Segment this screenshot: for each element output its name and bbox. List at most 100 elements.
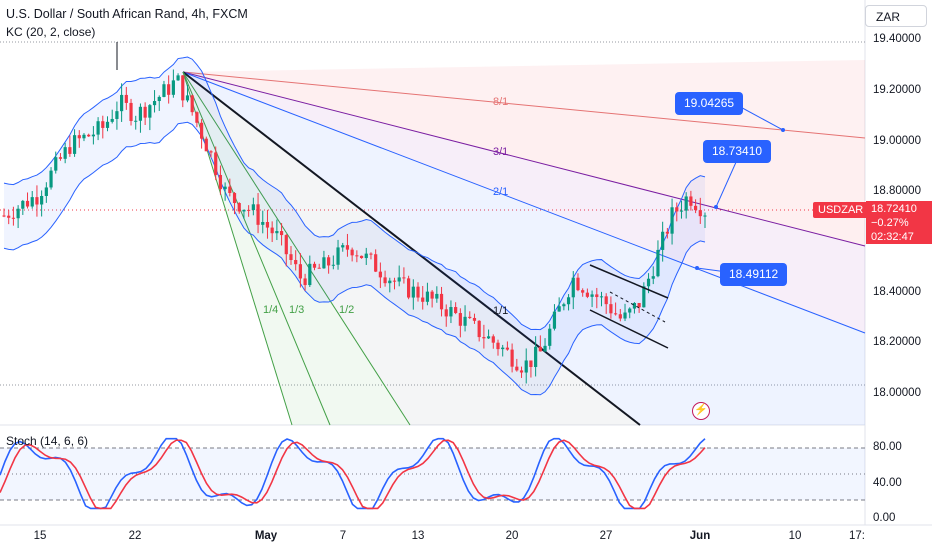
candle-body[interactable] — [308, 263, 312, 286]
candle-body[interactable] — [232, 193, 237, 204]
candle-body[interactable] — [388, 280, 392, 284]
candle-body[interactable] — [279, 231, 284, 236]
candle-body[interactable] — [693, 205, 698, 211]
candle-body[interactable] — [430, 291, 434, 299]
candle-body[interactable] — [590, 294, 594, 297]
candle-body[interactable] — [548, 328, 552, 346]
indicator-label[interactable]: KC (20, 2, close) — [6, 25, 96, 39]
candle-body[interactable] — [251, 204, 255, 211]
candle-body[interactable] — [331, 264, 335, 266]
candle-body[interactable] — [63, 147, 67, 159]
candle-body[interactable] — [595, 294, 599, 298]
candle-body[interactable] — [557, 306, 561, 312]
flag-pattern[interactable] — [589, 264, 669, 349]
candle-body[interactable] — [576, 277, 580, 291]
candle-body[interactable] — [642, 286, 646, 308]
candle-body[interactable] — [181, 75, 185, 101]
candle-body[interactable] — [637, 302, 641, 308]
candle-body[interactable] — [54, 157, 58, 171]
candle-body[interactable] — [359, 255, 364, 259]
candle-body[interactable] — [247, 209, 251, 211]
fan-line-2-1[interactable] — [182, 71, 866, 334]
candle-body[interactable] — [411, 286, 415, 298]
candle-body[interactable] — [468, 316, 472, 318]
candle-body[interactable] — [698, 210, 702, 217]
candle-body[interactable] — [345, 245, 350, 250]
candle-body[interactable] — [486, 336, 491, 339]
candle-body[interactable] — [265, 222, 270, 228]
candle-body[interactable] — [87, 134, 91, 137]
candle-body[interactable] — [25, 200, 30, 207]
candle-body[interactable] — [30, 197, 34, 207]
candle-body[interactable] — [294, 260, 298, 265]
candle-body[interactable] — [482, 337, 486, 339]
candle-body[interactable] — [369, 253, 373, 255]
symbol-price-tag[interactable]: USDZAR — [813, 202, 869, 218]
candle-body[interactable] — [120, 94, 124, 112]
fan-line-3-1[interactable] — [182, 71, 866, 247]
candle-body[interactable] — [167, 84, 171, 95]
candle-body[interactable] — [312, 263, 317, 268]
candle-body[interactable] — [35, 197, 39, 205]
flag-lower-line[interactable] — [589, 309, 669, 349]
candle-body[interactable] — [218, 174, 223, 190]
candle-body[interactable] — [185, 95, 190, 101]
candle-body[interactable] — [303, 278, 307, 286]
candle-body[interactable] — [632, 302, 637, 309]
candle-body[interactable] — [256, 204, 260, 225]
candle-body[interactable] — [501, 347, 505, 350]
candle-body[interactable] — [463, 316, 467, 326]
price-callout-middle[interactable]: 18.73410 — [703, 140, 772, 163]
fan-line-8-1[interactable] — [182, 71, 866, 139]
candle-body[interactable] — [40, 195, 44, 205]
price-callout-top[interactable]: 19.04265 — [675, 92, 744, 115]
candle-body[interactable] — [21, 200, 25, 209]
candle-body[interactable] — [679, 210, 684, 212]
stoch-label[interactable]: Stoch (14, 6, 6) — [6, 434, 89, 448]
candle-body[interactable] — [703, 215, 707, 217]
candle-body[interactable] — [581, 290, 585, 293]
candle-body[interactable] — [562, 304, 566, 307]
candle-body[interactable] — [91, 134, 95, 137]
candle-body[interactable] — [138, 106, 143, 121]
candle-body[interactable] — [491, 336, 495, 343]
candle-body[interactable] — [543, 345, 547, 352]
candle-body[interactable] — [68, 147, 72, 154]
candle-body[interactable] — [195, 112, 199, 123]
candle-body[interactable] — [317, 267, 321, 269]
candle-body[interactable] — [72, 135, 77, 154]
candle-body[interactable] — [425, 291, 430, 302]
candle-body[interactable] — [284, 235, 288, 255]
candle-body[interactable] — [402, 277, 406, 279]
candle-body[interactable] — [270, 227, 274, 234]
fan-line-1-3[interactable] — [182, 71, 331, 426]
candle-body[interactable] — [152, 101, 157, 106]
candle-body[interactable] — [496, 342, 500, 350]
candle-body[interactable] — [505, 347, 510, 350]
candle-body[interactable] — [458, 313, 462, 326]
candle-body[interactable] — [148, 105, 152, 118]
candle-body[interactable] — [364, 253, 368, 259]
candle-body[interactable] — [477, 320, 481, 338]
candle-body[interactable] — [204, 138, 208, 152]
flash-icon[interactable]: ⚡ — [692, 402, 710, 420]
candle-body[interactable] — [599, 296, 604, 298]
candle-body[interactable] — [82, 134, 86, 139]
candle-body[interactable] — [261, 222, 265, 225]
candle-body[interactable] — [157, 96, 161, 102]
candle-body[interactable] — [105, 121, 110, 128]
candle-body[interactable] — [670, 207, 674, 234]
candle-body[interactable] — [11, 217, 16, 219]
candle-body[interactable] — [392, 280, 397, 282]
candle-body[interactable] — [416, 286, 420, 298]
gann-fan[interactable] — [182, 60, 866, 426]
candle-body[interactable] — [609, 304, 613, 314]
candle-body[interactable] — [176, 75, 180, 81]
candle-body[interactable] — [661, 231, 665, 250]
candle-body[interactable] — [378, 271, 382, 278]
candle-body[interactable] — [115, 111, 119, 119]
candle-body[interactable] — [646, 278, 651, 287]
candle-body[interactable] — [322, 257, 326, 269]
candle-body[interactable] — [383, 277, 387, 284]
